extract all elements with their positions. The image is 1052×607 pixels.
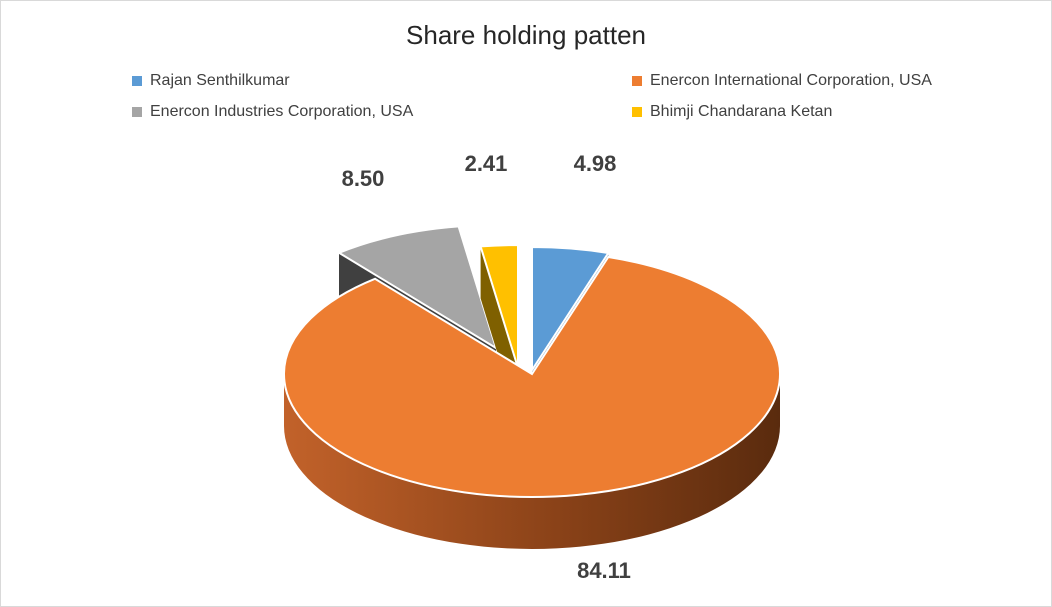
data-label-rajan-senthilkumar: 4.98: [574, 151, 617, 176]
chart-title: Share holding patten: [406, 20, 646, 50]
slice-top-enercon-industries-corporation-usa: [336, 225, 498, 351]
legend-item-enercon-industries: Enercon Industries Corporation, USA: [132, 102, 413, 122]
legend-label-bhimji-chandarana-ketan: Bhimji Chandarana Ketan: [650, 103, 833, 120]
legend-label-rajan-senthilkumar: Rajan Senthilkumar: [150, 72, 290, 89]
legend-item-bhimji-chandarana-ketan: Bhimji Chandarana Ketan: [632, 102, 832, 122]
legend-item-enercon-international: Enercon International Corporation, USA: [632, 71, 932, 91]
slice-top-rajan-senthilkumar: [531, 245, 611, 374]
data-label-enercon-international-corporation-usa: 84.11: [577, 558, 631, 583]
legend-swatch-rajan-senthilkumar: [132, 76, 142, 86]
slice-side-enercon-international-corporation-usa: [284, 374, 780, 549]
data-label-bhimji-chandarana-ketan: 2.41: [465, 151, 508, 176]
legend-swatch-enercon-industries: [132, 107, 142, 117]
legend-item-rajan-senthilkumar: Rajan Senthilkumar: [132, 71, 290, 91]
slice-top-bhimji-chandarana-ketan: [479, 243, 519, 369]
slice-top-enercon-international-corporation-usa: [283, 255, 781, 498]
legend-swatch-bhimji-chandarana-ketan: [632, 107, 642, 117]
legend-label-enercon-industries: Enercon Industries Corporation, USA: [150, 103, 414, 120]
data-label-enercon-industries-corporation-usa: 8.50: [342, 166, 385, 191]
legend-swatch-enercon-international: [632, 76, 642, 86]
legend-label-enercon-international: Enercon International Corporation, USA: [650, 72, 932, 89]
pie-slice-enercon-international-corporation-usa: [283, 255, 781, 549]
